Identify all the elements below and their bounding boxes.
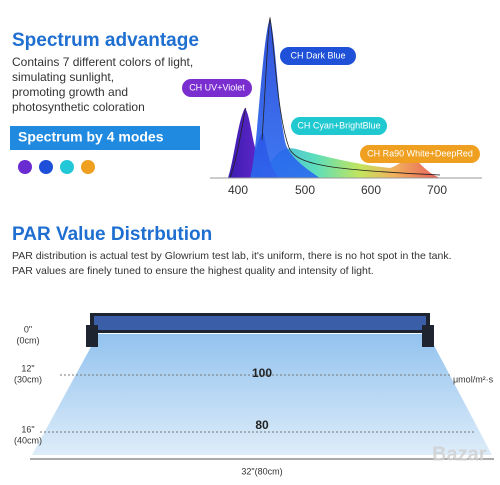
channel-tag: [291, 117, 387, 135]
bracket: [86, 325, 98, 347]
height-inch: 16": [21, 424, 34, 434]
width-label: 32"(80cm): [241, 466, 282, 476]
spectrum-curve: [229, 16, 441, 179]
section-title: Spectrum advantage: [12, 30, 199, 51]
axis-tick-label: 500: [295, 183, 315, 197]
mode-dot: [18, 160, 32, 174]
axis-tick-label: 600: [361, 183, 381, 197]
banner-text: Spectrum by 4 modes: [18, 129, 164, 145]
height-inch: 12": [21, 363, 34, 373]
section-title: PAR Value Distrbution: [12, 224, 212, 245]
bracket: [422, 325, 434, 347]
description-line: PAR values are finely tuned to ensure th…: [12, 265, 374, 277]
height-cm: (40cm): [14, 435, 42, 445]
height-cm: (30cm): [14, 374, 42, 384]
channel-label: CH UV+Violet: [189, 82, 245, 92]
channel-label: CH Dark Blue: [290, 50, 345, 60]
axis-tick-label: 700: [427, 183, 447, 197]
spectrum-chart: 400 500 600 700 CH Dark Blue CH UV+Viole…: [182, 16, 482, 197]
led-panel: [94, 316, 426, 330]
description-line: photosynthetic coloration: [12, 100, 145, 114]
light-beam: [32, 334, 492, 455]
axis-tick-label: 400: [228, 183, 248, 197]
description-line: promoting growth and: [12, 85, 128, 99]
description-line: PAR distribution is actual test by Glowr…: [12, 250, 452, 262]
height-cm: (0cm): [17, 335, 40, 345]
banner: [10, 126, 200, 150]
watermark: Bazar: [432, 443, 487, 465]
mode-dot: [39, 160, 53, 174]
unit: μmol/m²·s: [453, 374, 494, 384]
channel-tag: [280, 47, 356, 65]
channel-tag: [182, 79, 252, 97]
par-value: 80: [255, 418, 269, 432]
spectrum-area: [250, 18, 320, 178]
height-inch: 0": [24, 324, 32, 334]
par-value: 100: [252, 366, 272, 380]
mode-dot: [81, 160, 95, 174]
mode-dot: [60, 160, 74, 174]
channel-tag: [360, 145, 480, 163]
channel-label: CH Cyan+BrightBlue: [297, 120, 380, 130]
description-line: simulating sunlight,: [12, 70, 114, 84]
description-line: Contains 7 different colors of light,: [12, 55, 193, 69]
channel-label: CH Ra90 White+DeepRed: [367, 148, 473, 158]
